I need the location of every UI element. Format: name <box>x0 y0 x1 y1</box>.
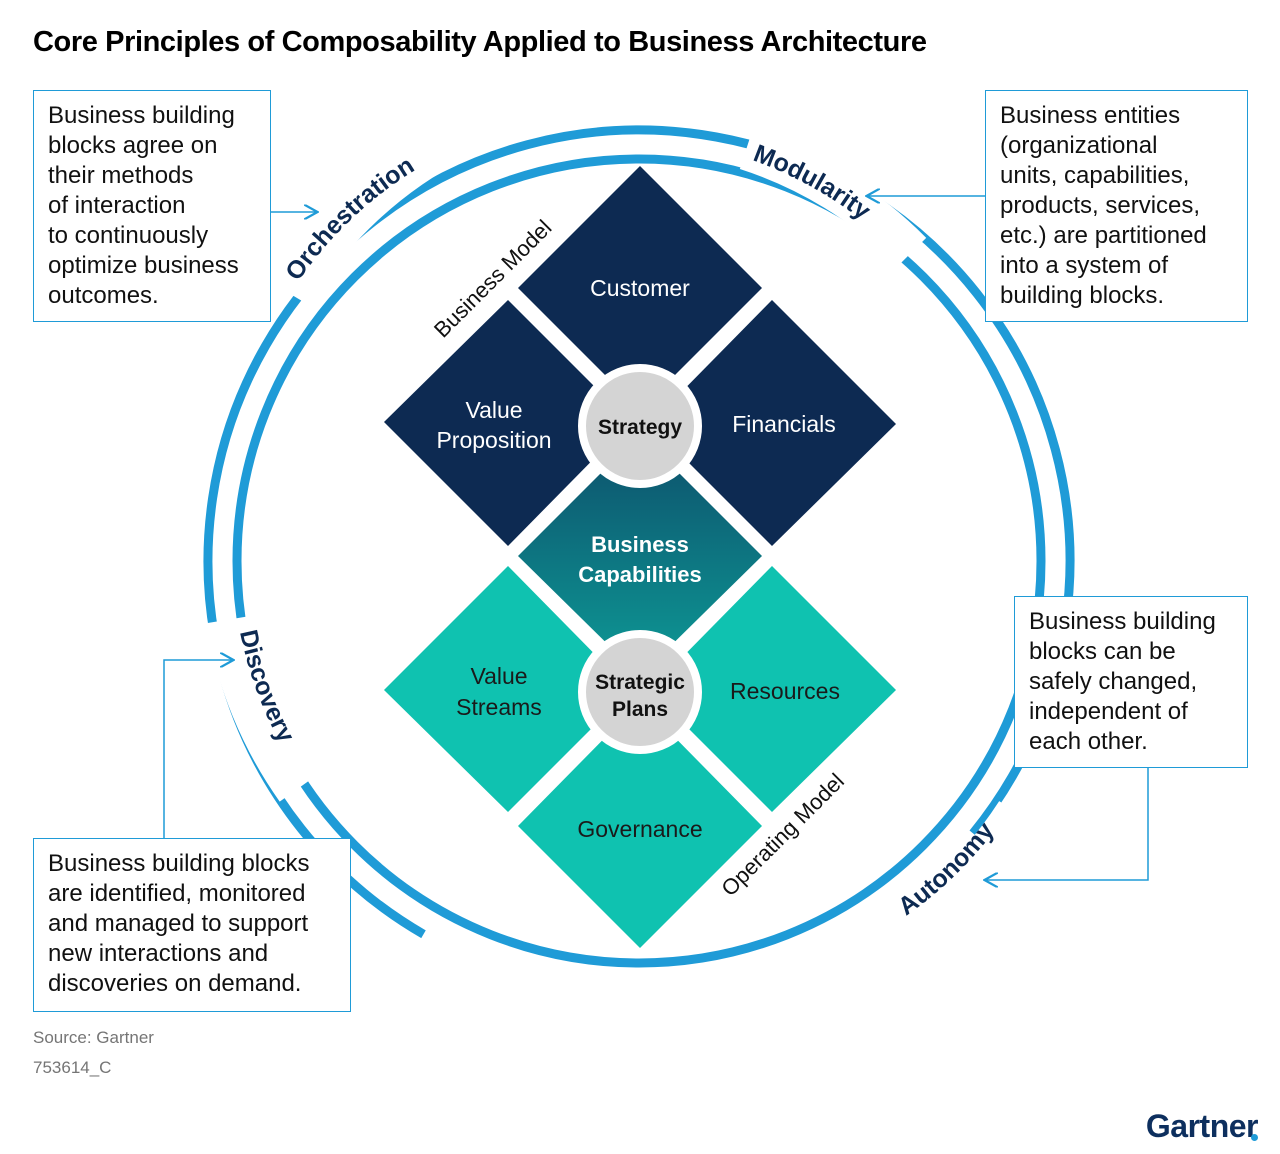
diamond-financials <box>650 300 896 546</box>
diamond-resources <box>650 566 896 812</box>
figure-id: 753614_C <box>33 1058 112 1077</box>
callout-modularity: Business entities (organizational units,… <box>985 90 1248 322</box>
label-financials: Financials <box>732 411 836 437</box>
label-value-proposition-2: Proposition <box>436 427 551 453</box>
diamond-governance <box>518 702 762 948</box>
ring-label-orchestration: Orchestration <box>280 151 419 285</box>
label-resources: Resources <box>730 678 840 704</box>
connector-discovery <box>163 660 232 838</box>
label-strategic-plans-2: Plans <box>612 698 668 721</box>
inner-ring <box>232 154 1046 968</box>
diamond-business-capabilities <box>518 434 762 676</box>
label-business-capabilities-2: Capabilities <box>578 562 701 587</box>
label-value-streams-2: Streams <box>456 694 542 720</box>
label-customer: Customer <box>590 275 690 301</box>
logo-dot-icon <box>1251 1134 1258 1141</box>
ring-label-gaps <box>206 122 1033 947</box>
label-business-capabilities-1: Business <box>591 532 689 557</box>
source-note: Source: Gartner <box>33 1028 154 1047</box>
page-title: Core Principles of Composability Applied… <box>33 26 927 58</box>
diamond-customer <box>518 166 762 410</box>
hub-strategy <box>578 364 702 488</box>
label-strategy: Strategy <box>598 416 682 439</box>
callout-autonomy: Business building blocks can be safely c… <box>1014 596 1248 768</box>
label-governance: Governance <box>577 816 702 842</box>
callout-orchestration: Business building blocks agree on their … <box>33 90 271 322</box>
diamond-value-streams <box>384 566 630 812</box>
gartner-logo: Gartner <box>1145 1108 1259 1144</box>
connector-autonomy <box>986 768 1149 880</box>
label-value-proposition-1: Value <box>465 397 522 423</box>
label-strategic-plans-1: Strategic <box>595 671 685 694</box>
callout-discovery: Business building blocks are identified,… <box>33 838 351 1012</box>
hub-strategic-plans <box>578 630 702 754</box>
label-value-streams-1: Value <box>470 663 527 689</box>
diamond-value-proposition <box>384 300 630 546</box>
